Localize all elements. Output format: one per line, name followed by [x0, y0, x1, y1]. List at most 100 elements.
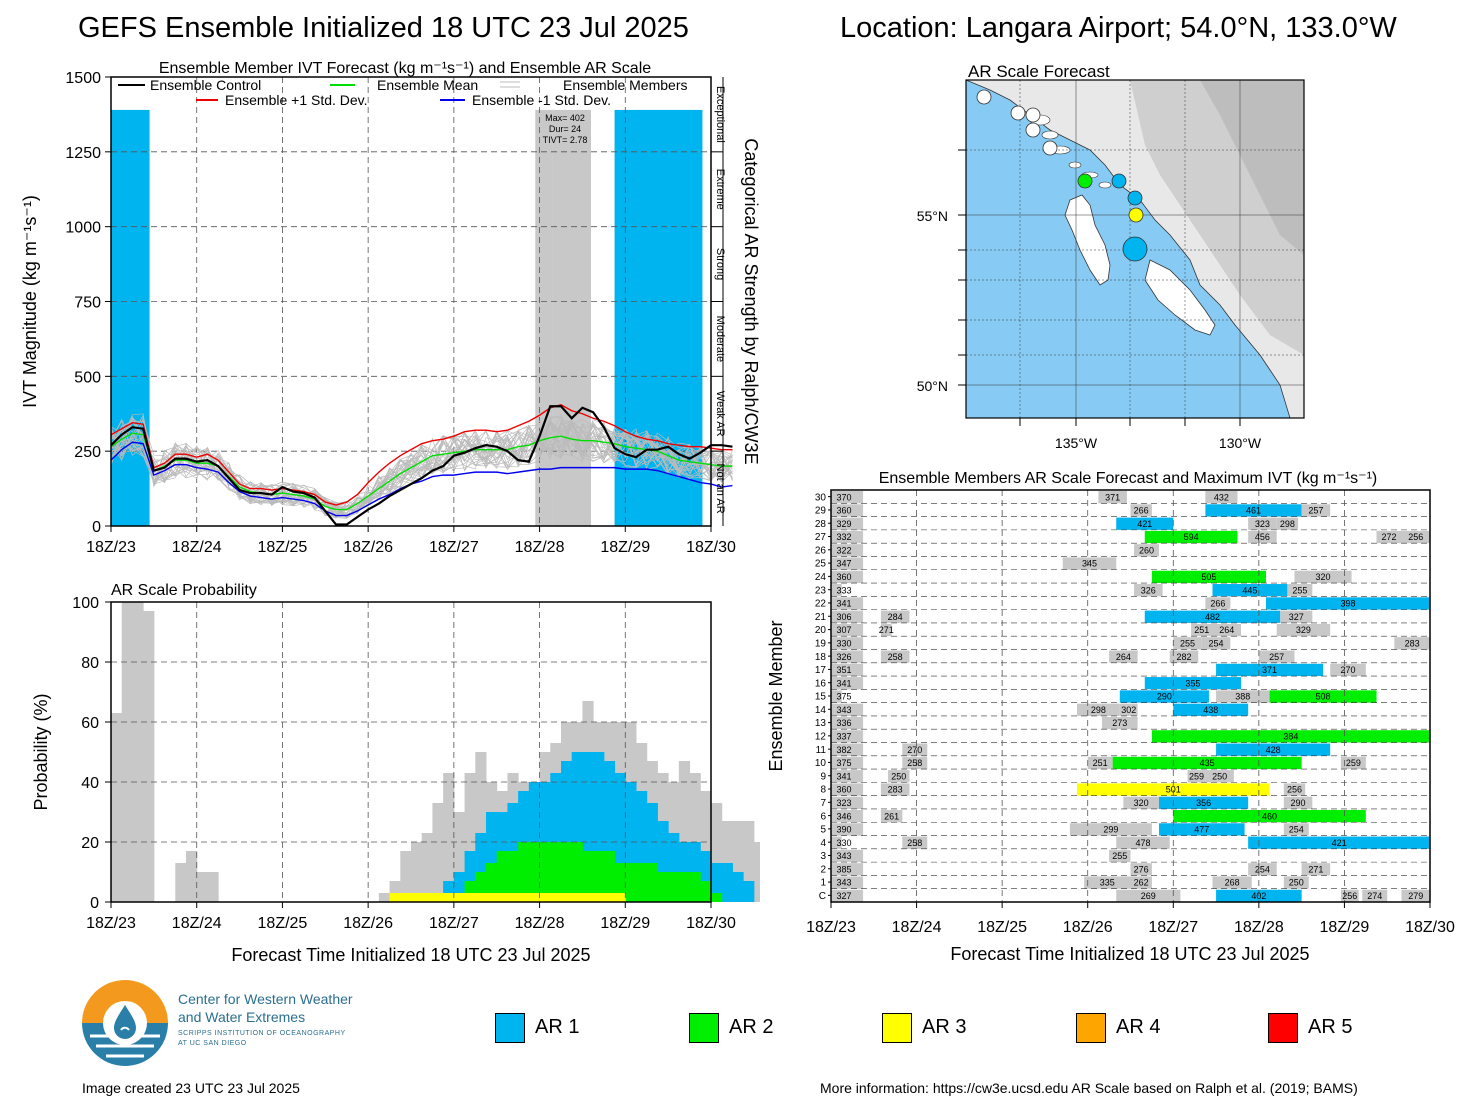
ivt-chart-title: Ensemble Member IVT Forecast (kg m⁻¹s⁻¹)…: [159, 60, 651, 77]
member-ivt-label: 264: [1219, 625, 1234, 635]
member-ivt-label: 255: [1292, 585, 1307, 595]
member-label: 7: [820, 798, 826, 809]
ivt-xtick-label: 18Z/26: [343, 539, 393, 556]
member-ivt-label: 259: [1189, 771, 1204, 781]
member-ivt-label: 375: [836, 758, 851, 768]
prob-bar-ar3: [593, 893, 604, 902]
member-label: 23: [815, 585, 827, 596]
prob-bar-ar2: [679, 872, 690, 902]
ivt-xtick-label: 18Z/23: [86, 539, 136, 556]
member-ivt-label: 347: [836, 559, 851, 569]
map-ar-dot: [1123, 237, 1147, 261]
member-ivt-label: 360: [836, 506, 851, 516]
legend-control-label: Ensemble Control: [150, 77, 261, 93]
member-label: 2: [820, 864, 826, 875]
member-ivt-label: 332: [836, 532, 851, 542]
member-label: 13: [815, 718, 827, 729]
prob-xtick-label: 18Z/26: [343, 915, 393, 932]
member-ivt-label: 327: [836, 891, 851, 901]
ivt-chart: Not an ARWeak ARModerateStrongExtremeExc…: [0, 60, 760, 630]
logo-line4: AT UC SAN DIEGO: [178, 1040, 247, 1047]
prob-bar-ar1: [743, 881, 754, 902]
ivt-ytick-label: 250: [74, 444, 101, 461]
member-label: 12: [815, 732, 827, 743]
members-xtick-label: 18Z/24: [892, 919, 942, 936]
member-ivt-label: 482: [1205, 612, 1220, 622]
member-ivt-label: 421: [1137, 519, 1152, 529]
member-ivt-label: 307: [836, 625, 851, 635]
probability-chart: 0 20 40 60 80 100 18Z/23 18Z/24 18Z/25 18Z/26 18Z/…: [0, 570, 760, 970]
member-ivt-label: 351: [836, 665, 851, 675]
category-label: Not an AR: [714, 464, 726, 514]
member-ivt-label: 299: [1103, 825, 1118, 835]
member-ivt-label: 251: [1194, 625, 1209, 635]
member-ivt-label: 290: [1291, 798, 1306, 808]
members-xtick-label: 18Z/23: [806, 919, 856, 936]
map-island: [1099, 182, 1111, 188]
prob-bar-ar3: [422, 893, 433, 902]
ivt-ytick-label: 0: [92, 519, 101, 536]
map-ar-dot: [1078, 174, 1092, 188]
member-ivt-label: 250: [891, 771, 906, 781]
ivt-xtick-label: 18Z/27: [429, 539, 479, 556]
prob-bar-ar2: [711, 893, 722, 902]
member-ivt-label: 355: [1185, 678, 1200, 688]
legend-label: AR 4: [1116, 1016, 1160, 1039]
member-ivt-label: 306: [836, 612, 851, 622]
logo-line1: Center for Western Weather: [178, 991, 353, 1007]
prob-bar-ar3: [507, 893, 518, 902]
prob-bar-gray: [122, 602, 133, 902]
prob-bar-ar3: [432, 893, 443, 902]
prob-bar-ar2: [690, 872, 701, 902]
member-ivt-label: 428: [1266, 745, 1281, 755]
map-lon-label: 135°W: [1055, 435, 1098, 451]
prob-bar-ar3: [529, 893, 540, 902]
member-ivt-label: 260: [1139, 545, 1154, 555]
member-ivt-label: 282: [1176, 652, 1191, 662]
member-label: 8: [820, 785, 826, 796]
member-ivt-label: 345: [1082, 559, 1097, 569]
member-label: 20: [815, 625, 827, 636]
members-xtick-label: 18Z/28: [1234, 919, 1284, 936]
member-ivt-label: 371: [1262, 665, 1277, 675]
prob-xtick-label: 18Z/28: [515, 915, 565, 932]
member-ivt-label: 477: [1194, 825, 1209, 835]
prob-bar-ar2: [636, 863, 647, 902]
member-ivt-label: 445: [1242, 585, 1257, 595]
member-ivt-label: 279: [1408, 891, 1423, 901]
prob-bar-ar3: [400, 893, 411, 902]
member-ivt-label: 257: [1308, 506, 1323, 516]
member-label: 3: [820, 851, 826, 862]
member-ivt-label: 343: [836, 705, 851, 715]
member-label: 11: [816, 745, 827, 756]
prob-bar-gray: [186, 851, 197, 902]
members-xtick-label: 18Z/25: [977, 919, 1027, 936]
member-ivt-label: 255: [1112, 851, 1127, 861]
member-ivt-label: 329: [836, 519, 851, 529]
member-ivt-label: 322: [836, 545, 851, 555]
member-label: C: [819, 891, 826, 902]
member-ivt-label: 360: [836, 785, 851, 795]
prob-bar-ar3: [411, 893, 422, 902]
member-ivt-label: 341: [836, 678, 851, 688]
member-ivt-label: 320: [1316, 572, 1331, 582]
prob-bar-ar3: [604, 893, 615, 902]
prob-bar-ar2: [647, 863, 658, 902]
member-ivt-label: 375: [836, 692, 851, 702]
ivt-ytick-label: 1250: [65, 145, 101, 162]
member-ivt-label: 269: [1141, 891, 1156, 901]
member-ivt-label: 257: [1269, 652, 1284, 662]
legend-swatch: [882, 1013, 912, 1043]
member-ivt-label: 256: [1287, 785, 1302, 795]
prob-xtick-label: 18Z/27: [429, 915, 479, 932]
prob-bar-ar3: [454, 893, 465, 902]
ivt-ytick-label: 1500: [65, 70, 101, 87]
members-xtick-label: 18Z/30: [1405, 919, 1455, 936]
prob-xtick-label: 18Z/24: [172, 915, 222, 932]
legend-members-label: Ensemble Members: [563, 77, 688, 93]
member-ivt-label: 255: [1180, 638, 1195, 648]
member-ivt-label: 323: [1255, 519, 1270, 529]
map-ar-dot: [1128, 191, 1142, 205]
member-ivt-label: 264: [1116, 652, 1131, 662]
member-label: 21: [815, 612, 827, 623]
